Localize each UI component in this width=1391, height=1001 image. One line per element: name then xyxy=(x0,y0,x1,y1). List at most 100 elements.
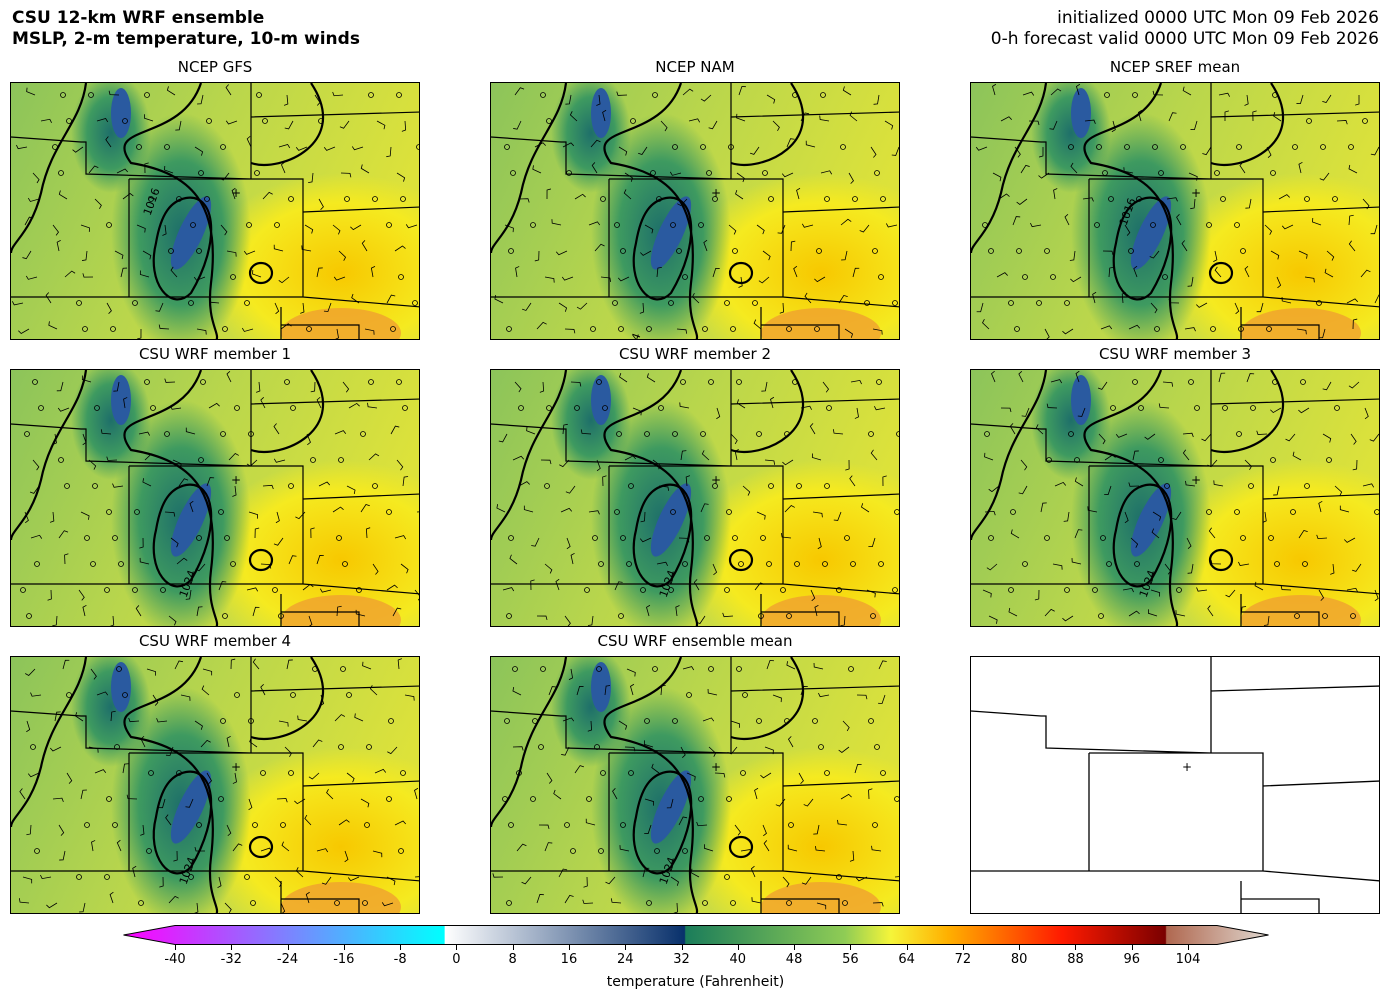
wind-barb xyxy=(700,503,709,513)
wind-barb xyxy=(1352,459,1358,471)
wind-barb xyxy=(144,114,154,122)
calm-wind xyxy=(144,379,150,385)
colorbar-tick xyxy=(568,945,570,950)
calm-wind xyxy=(84,822,90,828)
wind-barb xyxy=(1184,327,1196,332)
wind-barb xyxy=(316,267,323,278)
wind-barb xyxy=(194,720,203,730)
calm-wind xyxy=(88,92,94,98)
calm-wind xyxy=(342,561,348,567)
wind-barb xyxy=(1186,537,1192,550)
colorbar-tick xyxy=(850,945,852,950)
wind-barb xyxy=(509,554,518,565)
wind-barb xyxy=(1319,172,1330,181)
wind-barb xyxy=(168,895,179,904)
calm-wind xyxy=(878,274,884,280)
wind-barb xyxy=(40,874,52,880)
wind-barb xyxy=(139,270,150,278)
calm-wind xyxy=(1104,92,1110,98)
wind-barb xyxy=(559,459,570,468)
wind-barb xyxy=(716,407,721,420)
wind-barb xyxy=(560,507,573,513)
colorbar-tick-label: -24 xyxy=(276,952,299,967)
calm-wind xyxy=(564,822,570,828)
wind-barb xyxy=(139,557,150,565)
wind-barb xyxy=(19,788,26,800)
isobar xyxy=(491,657,805,913)
wind-barb xyxy=(750,865,756,878)
calm-wind xyxy=(230,561,236,567)
wind-barb xyxy=(280,161,286,174)
wind-barb xyxy=(25,275,38,280)
calm-wind xyxy=(586,796,592,802)
wind-barb xyxy=(368,453,380,461)
wind-barb xyxy=(553,789,562,800)
panel-title: CSU WRF ensemble mean xyxy=(597,632,793,650)
wind-barb xyxy=(206,477,215,487)
wind-barb xyxy=(656,561,668,566)
calm-wind xyxy=(738,561,744,567)
wind-barb xyxy=(1124,224,1131,236)
wind-barb xyxy=(870,449,878,461)
calm-wind xyxy=(570,848,576,854)
colorbar-tick-label: -40 xyxy=(164,952,186,967)
calm-wind xyxy=(1044,535,1050,541)
calm-wind xyxy=(244,300,250,306)
station-marker: + xyxy=(1191,473,1201,487)
wind-barb xyxy=(544,276,555,283)
calm-wind xyxy=(1022,561,1028,567)
calm-wind xyxy=(386,509,392,515)
wind-barb xyxy=(58,190,68,200)
station-marker: + xyxy=(231,473,241,487)
wind-barb xyxy=(512,455,525,461)
calm-wind xyxy=(122,118,128,124)
wind-barb xyxy=(220,224,228,236)
calm-wind xyxy=(1100,535,1106,541)
colorbar-shape xyxy=(123,925,1269,945)
wind-barb xyxy=(833,511,842,521)
wind-barb xyxy=(544,842,553,852)
calm-wind xyxy=(822,561,828,567)
wind-barb xyxy=(548,686,557,696)
wind-barb xyxy=(1304,276,1315,283)
wind-barb xyxy=(1176,214,1182,226)
blank-map: + xyxy=(970,656,1380,914)
wind-barb xyxy=(1348,164,1358,174)
wind-barb xyxy=(319,588,332,593)
wind-barb xyxy=(364,328,375,335)
colorbar-tick xyxy=(906,945,908,950)
calm-wind xyxy=(1134,561,1140,567)
calm-wind xyxy=(672,718,678,724)
wind-barb xyxy=(1175,610,1186,617)
wind-barb xyxy=(1292,451,1302,461)
valid-line: 0-h forecast valid 0000 UTC Mon 09 Feb 2… xyxy=(990,29,1379,49)
colorbar-tick xyxy=(1188,945,1190,950)
wind-barb xyxy=(688,118,701,123)
wind-barb xyxy=(22,250,32,260)
wind-barb xyxy=(1069,250,1076,261)
calm-wind xyxy=(676,248,682,254)
wind-barb xyxy=(260,684,266,696)
wind-barb xyxy=(878,694,886,704)
calm-wind xyxy=(700,144,706,150)
wind-barb xyxy=(814,276,826,283)
calm-wind xyxy=(262,118,268,124)
isobar xyxy=(728,261,754,285)
wind-barb xyxy=(781,172,794,178)
wind-barb xyxy=(318,198,324,210)
wind-barb xyxy=(988,485,1000,493)
wind-barb xyxy=(332,506,344,513)
calm-wind xyxy=(196,248,202,254)
colorbar-tick xyxy=(794,945,796,950)
wind-barb xyxy=(176,557,188,565)
wind-barb xyxy=(1374,294,1379,304)
wind-barb xyxy=(840,218,852,226)
wind-barb xyxy=(562,423,568,435)
calm-wind xyxy=(766,561,772,567)
wind-barb xyxy=(414,787,419,800)
wind-barb xyxy=(401,120,407,132)
wind-barb xyxy=(365,527,371,539)
calm-wind xyxy=(892,587,898,593)
wind-barb xyxy=(514,381,522,393)
wind-barb xyxy=(274,302,280,315)
